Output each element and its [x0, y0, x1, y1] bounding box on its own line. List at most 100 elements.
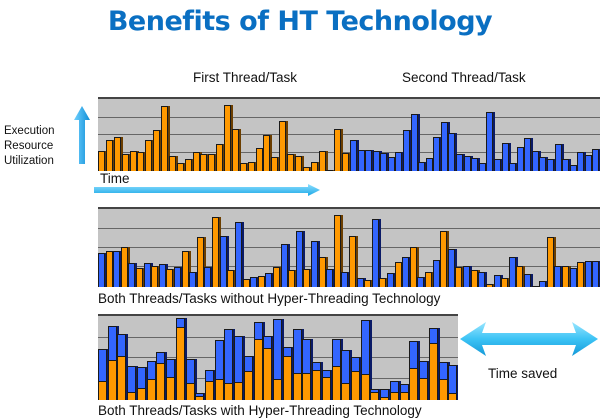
- bar: [98, 150, 105, 171]
- bar: [455, 267, 462, 287]
- bar: [271, 157, 278, 171]
- bar: [361, 320, 370, 400]
- second-thread-label: Second Thread/Task: [402, 70, 526, 85]
- bar: [311, 161, 318, 171]
- bar: [145, 139, 152, 171]
- bar: [585, 154, 592, 171]
- bar: [106, 250, 113, 287]
- bar: [570, 164, 577, 171]
- bar: [224, 328, 233, 400]
- bar-segment-thread1: [303, 372, 310, 400]
- bar-segment-thread1: [245, 371, 252, 400]
- bar: [287, 153, 294, 171]
- bar-segment-thread1: [410, 367, 417, 400]
- bar: [256, 147, 263, 171]
- bar: [195, 392, 204, 400]
- bar-segment-thread1: [128, 392, 135, 400]
- bar-segment-thread1: [177, 326, 184, 400]
- bar: [295, 156, 302, 171]
- bar: [144, 263, 151, 287]
- bar: [439, 362, 448, 400]
- bar: [122, 153, 129, 171]
- bar: [517, 146, 524, 171]
- bar-segment-thread1: [420, 377, 427, 400]
- bar: [547, 159, 554, 171]
- bar-segment-thread1: [109, 360, 116, 400]
- up-arrow-icon: [74, 106, 90, 164]
- bar-segment-thread1: [449, 393, 456, 400]
- bar-segment-thread1: [440, 379, 447, 400]
- time-arrow-icon: [94, 184, 320, 196]
- bar: [224, 104, 231, 171]
- bar-segment-thread1: [313, 370, 320, 400]
- bar: [463, 265, 470, 287]
- bar: [425, 271, 432, 287]
- time-saved-arrow-icon: [460, 322, 598, 356]
- bar: [365, 150, 372, 171]
- bar: [113, 250, 120, 287]
- bar: [577, 152, 584, 171]
- bar: [273, 318, 282, 400]
- bar: [166, 268, 173, 287]
- bar: [200, 154, 207, 171]
- bar: [137, 367, 146, 400]
- bar: [293, 328, 302, 400]
- bar-segment-thread1: [264, 348, 271, 400]
- bar: [411, 113, 418, 171]
- bar-segment-thread1: [401, 391, 408, 400]
- bar: [334, 214, 341, 287]
- bar: [263, 135, 270, 171]
- bar: [357, 277, 364, 287]
- bar: [303, 166, 310, 171]
- bar: [136, 268, 143, 287]
- bar: [478, 271, 485, 287]
- bar: [501, 277, 508, 287]
- bar: [448, 364, 457, 400]
- bar: [471, 270, 478, 287]
- bar: [106, 139, 113, 171]
- bar: [243, 279, 250, 287]
- bar: [117, 334, 126, 400]
- bar: [464, 155, 471, 171]
- bar: [417, 277, 424, 287]
- with-ht-chart: [98, 314, 458, 400]
- bar: [283, 346, 292, 400]
- bar: [373, 150, 380, 171]
- first-thread-label: First Thread/Task: [193, 70, 298, 85]
- bar: [326, 268, 333, 287]
- bar: [311, 240, 318, 287]
- bar: [570, 268, 577, 287]
- bar-segment-thread1: [148, 378, 155, 400]
- slide-title: Benefits of HT Technology: [107, 6, 493, 37]
- bar: [448, 249, 455, 287]
- bar: [108, 326, 117, 400]
- bar: [516, 266, 523, 287]
- bar: [169, 155, 176, 171]
- bar: [350, 140, 357, 171]
- bar: [524, 138, 531, 171]
- bar: [176, 318, 185, 400]
- bar: [137, 152, 144, 171]
- bar: [532, 286, 539, 287]
- bar: [216, 144, 223, 171]
- bar: [121, 247, 128, 287]
- bar: [156, 351, 165, 400]
- bar: [562, 159, 569, 171]
- bar: [555, 144, 562, 171]
- bar-segment-thread1: [99, 380, 106, 400]
- time-saved-label: Time saved: [488, 366, 558, 381]
- bar: [390, 381, 399, 400]
- bar: [334, 129, 341, 171]
- bar: [426, 158, 433, 171]
- bar: [319, 150, 326, 171]
- bar: [364, 280, 371, 287]
- bar-segment-thread1: [235, 381, 242, 400]
- bar-segment-thread1: [196, 395, 203, 400]
- bar: [456, 154, 463, 171]
- bar: [235, 221, 242, 287]
- bar-segment-thread1: [391, 391, 398, 400]
- bar: [418, 161, 425, 171]
- bar: [208, 153, 215, 171]
- bar: [182, 251, 189, 287]
- bar: [341, 349, 350, 400]
